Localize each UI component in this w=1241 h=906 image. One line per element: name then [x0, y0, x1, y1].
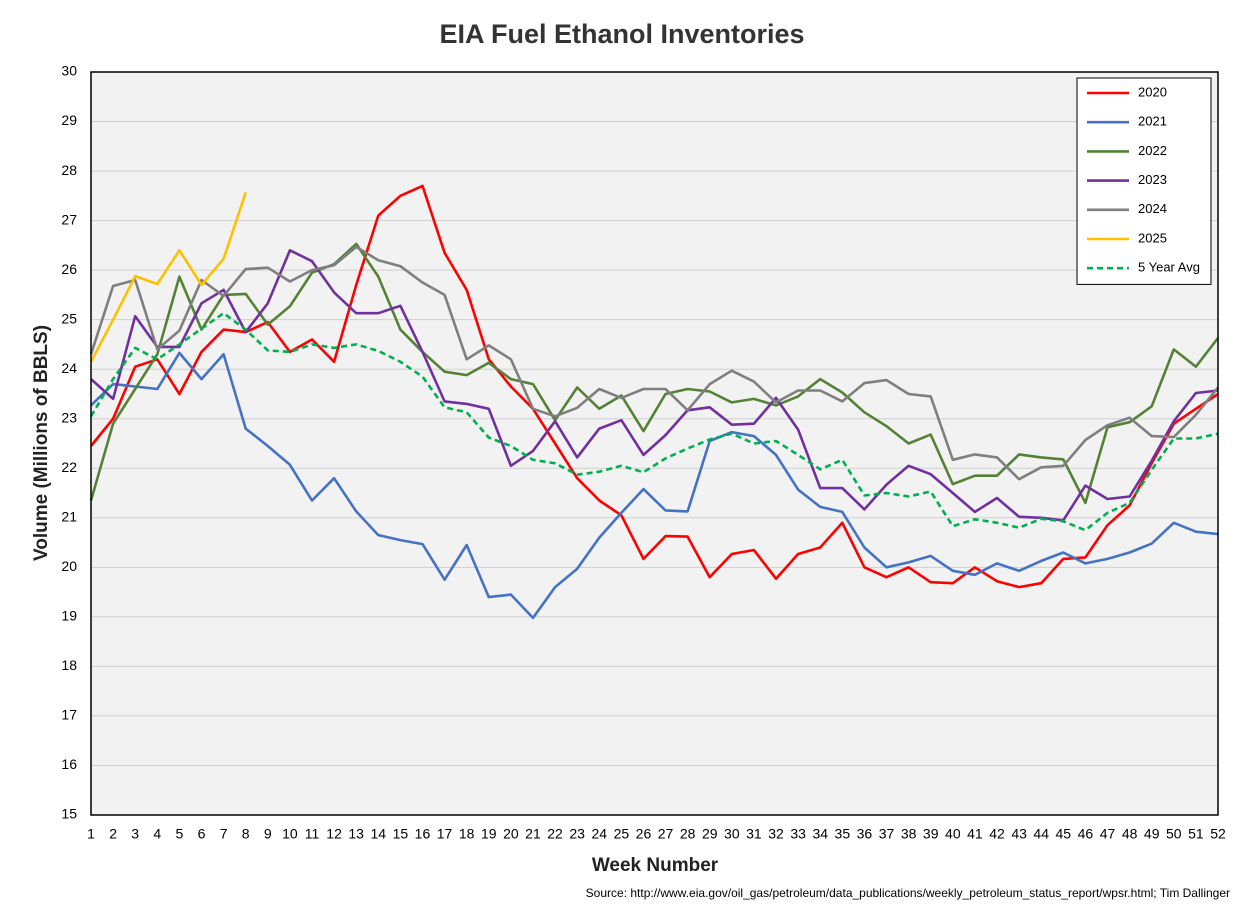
y-tick-label: 17 — [61, 707, 77, 723]
x-tick-label: 38 — [901, 826, 917, 842]
x-tick-label: 29 — [702, 826, 718, 842]
x-tick-label: 21 — [525, 826, 541, 842]
x-tick-label: 16 — [415, 826, 431, 842]
x-tick-label: 43 — [1011, 826, 1027, 842]
x-tick-label: 25 — [614, 826, 630, 842]
series-line — [89, 184, 1219, 589]
y-tick-label: 20 — [61, 558, 77, 574]
x-tick-label: 47 — [1100, 826, 1116, 842]
x-tick-label: 39 — [923, 826, 939, 842]
x-tick-label: 24 — [591, 826, 607, 842]
x-tick-label: 34 — [812, 826, 828, 842]
x-tick-label: 23 — [569, 826, 585, 842]
legend: 2020 2021 2022 2023 2024 2025 5 Year Avg — [1076, 77, 1212, 285]
y-tick-label: 29 — [61, 112, 77, 128]
x-tick-label: 30 — [724, 826, 740, 842]
y-tick-label: 19 — [61, 608, 77, 624]
series-lines — [89, 184, 1220, 620]
source-note: Source: http://www.eia.gov/oil_gas/petro… — [586, 886, 1230, 900]
x-tick-label: 50 — [1166, 826, 1182, 842]
chart-title: EIA Fuel Ethanol Inventories — [439, 19, 804, 49]
x-tick-label: 20 — [503, 826, 519, 842]
x-tick-label: 28 — [680, 826, 696, 842]
y-tick-label: 25 — [61, 310, 77, 326]
x-tick-label: 35 — [835, 826, 851, 842]
series-line — [89, 191, 247, 363]
y-tick-label: 18 — [61, 657, 77, 673]
x-tick-label: 12 — [326, 826, 342, 842]
x-tick-label: 8 — [242, 826, 250, 842]
x-tick-label: 7 — [220, 826, 228, 842]
x-tick-label: 26 — [636, 826, 652, 842]
series-line — [89, 242, 1220, 505]
x-tick-label: 22 — [547, 826, 563, 842]
x-tick-label: 2 — [109, 826, 117, 842]
x-axis-title: Week Number — [592, 855, 719, 876]
x-tick-label: 49 — [1144, 826, 1160, 842]
x-tick-label: 11 — [305, 826, 320, 842]
x-tick-label: 19 — [481, 826, 497, 842]
series-line — [89, 311, 1219, 532]
y-tick-label: 27 — [61, 211, 77, 227]
y-tick-label: 22 — [61, 459, 77, 475]
y-tick-label: 16 — [61, 756, 77, 772]
x-tick-label: 1 — [87, 826, 95, 842]
legend-label: 5 Year Avg — [1138, 260, 1200, 275]
x-tick-label: 32 — [768, 826, 784, 842]
x-tick-label: 6 — [198, 826, 206, 842]
x-tick-label: 18 — [459, 826, 475, 842]
legend-label: 2022 — [1138, 143, 1167, 158]
x-tick-label: 42 — [989, 826, 1005, 842]
y-tick-label: 24 — [61, 360, 77, 376]
x-tick-label: 13 — [348, 826, 364, 842]
y-tick-label: 30 — [61, 63, 77, 79]
x-tick-label: 3 — [131, 826, 139, 842]
x-tick-label: 48 — [1122, 826, 1138, 842]
legend-label: 2024 — [1138, 201, 1167, 216]
y-tick-label: 28 — [61, 162, 77, 178]
x-tick-label: 51 — [1188, 826, 1204, 842]
x-tick-label: 41 — [967, 826, 983, 842]
series-line — [89, 245, 1220, 481]
x-tick-label: 40 — [945, 826, 961, 842]
x-tick-label: 27 — [658, 826, 674, 842]
y-tick-label: 23 — [61, 409, 77, 425]
x-tick-label: 52 — [1210, 826, 1226, 842]
x-tick-label: 33 — [790, 826, 806, 842]
x-tick-label: 14 — [370, 826, 386, 842]
series-line — [90, 249, 1219, 522]
y-tick-label: 15 — [61, 806, 77, 822]
y-axis-title: Volume (Millions of BBLS) — [31, 325, 52, 561]
x-tick-label: 37 — [879, 826, 895, 842]
x-tick-label: 31 — [746, 826, 762, 842]
y-tick-label: 21 — [61, 509, 77, 525]
legend-label: 2021 — [1138, 114, 1167, 129]
x-tick-label: 17 — [437, 826, 453, 842]
y-tick-label: 26 — [61, 261, 77, 277]
legend-label: 2025 — [1138, 230, 1167, 245]
x-tick-label: 45 — [1056, 826, 1072, 842]
x-tick-label: 46 — [1078, 826, 1094, 842]
x-tick-label: 10 — [282, 826, 298, 842]
x-tick-label: 44 — [1033, 826, 1049, 842]
plot-border — [90, 71, 1219, 816]
x-tick-label: 9 — [264, 826, 272, 842]
x-tick-label: 15 — [393, 826, 409, 842]
legend-label: 2023 — [1138, 172, 1167, 187]
x-tick-label: 5 — [175, 826, 183, 842]
x-tick-label: 36 — [857, 826, 873, 842]
legend-label: 2020 — [1138, 84, 1167, 99]
x-tick-label: 4 — [153, 826, 161, 842]
series-line — [90, 351, 1219, 620]
